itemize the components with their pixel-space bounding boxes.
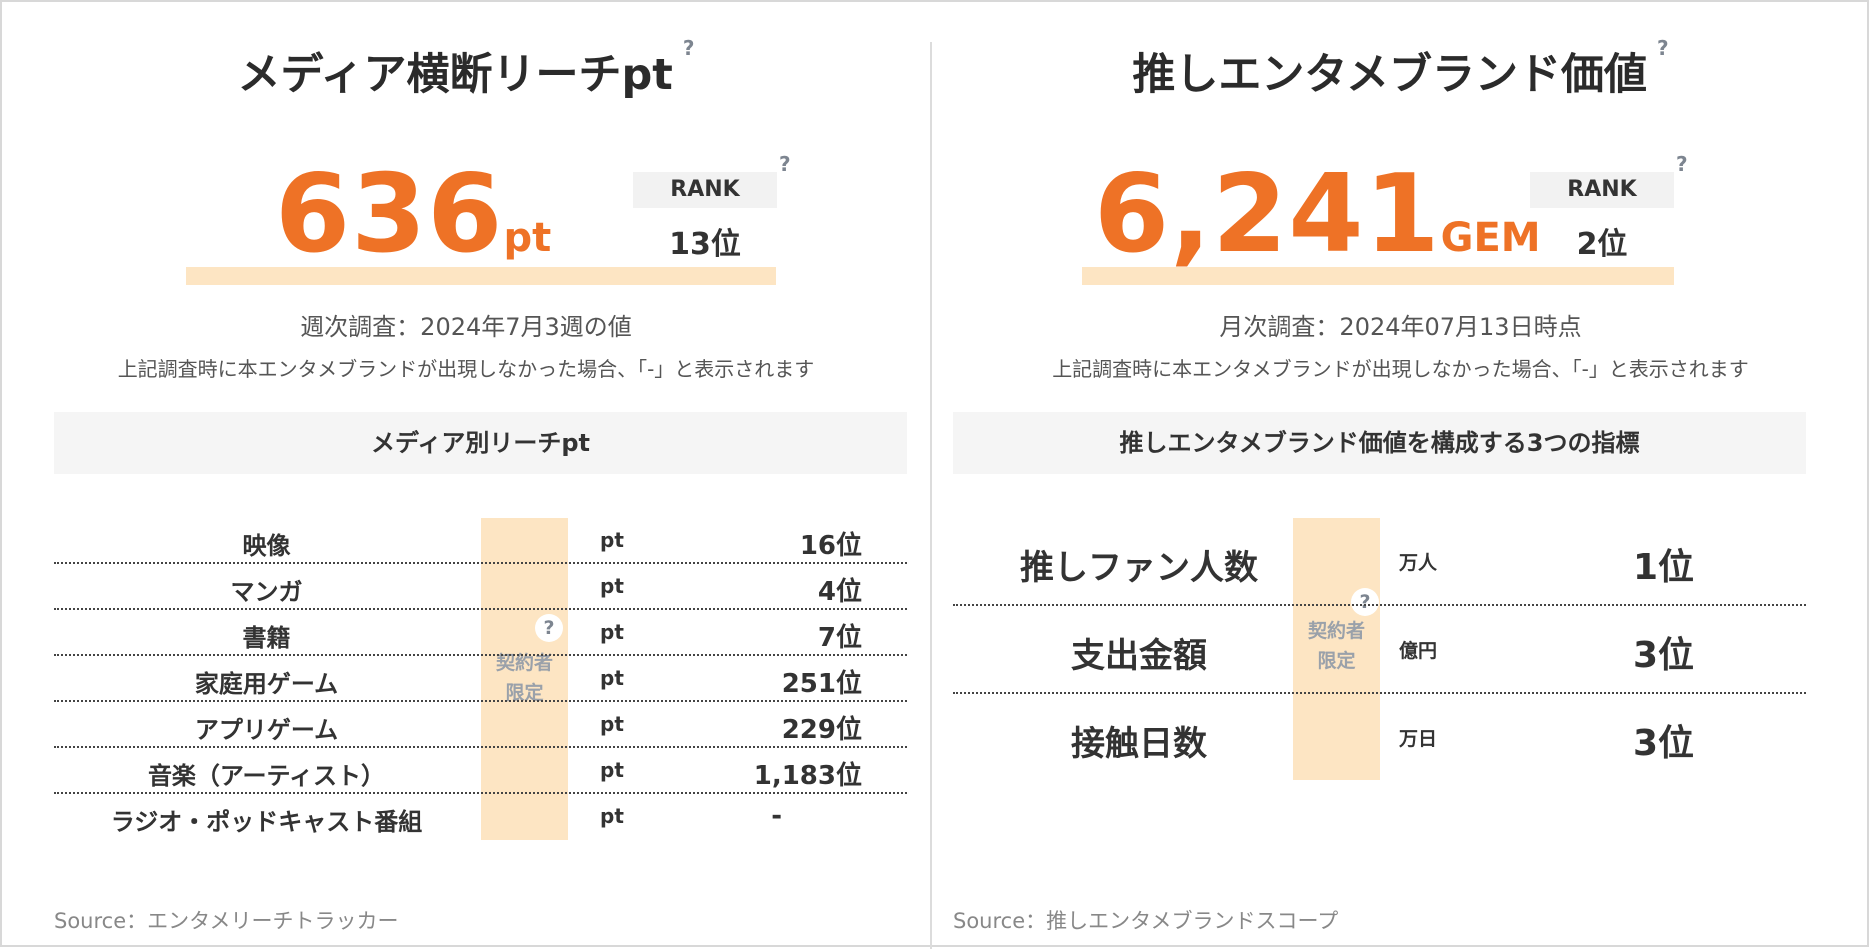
indicator-unit: 万日 xyxy=(1399,728,1438,750)
media-row: アプリゲーム pt 229位 xyxy=(54,702,907,748)
score-highlight-bar xyxy=(186,267,776,285)
indicator-label: 接触日数 xyxy=(1071,724,1207,764)
media-row: 音楽（アーティスト） pt 1,183位 xyxy=(54,748,907,794)
indicator-rank: 1位 xyxy=(1633,547,1695,588)
media-rank: 4位 xyxy=(817,577,862,607)
media-row: マンガ pt 4位 xyxy=(54,564,907,610)
rank-help-icon[interactable]: ? xyxy=(1676,152,1688,176)
indicator-row: 支出金額 億円 3位 xyxy=(953,606,1806,694)
locked-label-line2: 限定 xyxy=(505,682,544,704)
locked-label: 契約者 限定 xyxy=(1293,616,1380,676)
locked-column: ? 契約者 限定 xyxy=(1293,518,1380,780)
rank-help-icon[interactable]: ? xyxy=(779,152,791,176)
media-row: 書籍 pt 7位 xyxy=(54,610,907,656)
indicator-unit: 万人 xyxy=(1399,552,1438,574)
media-rank: 7位 xyxy=(817,623,862,653)
media-rank: 16位 xyxy=(799,531,862,561)
source-note: Source：エンタメリーチトラッカー xyxy=(54,909,399,933)
score-display: 6,241GEM xyxy=(1094,152,1541,277)
media-label: 映像 xyxy=(242,532,291,560)
section-header: 推しエンタメブランド価値を構成する3つの指標 xyxy=(953,412,1806,474)
rank-header: RANK xyxy=(1530,172,1674,208)
media-rank: 251位 xyxy=(781,669,862,699)
media-unit: pt xyxy=(600,758,624,782)
indicator-row: 接触日数 万日 3位 xyxy=(953,694,1806,782)
panel-title: メディア横断リーチpt? xyxy=(2,36,930,102)
indicator-label: 支出金額 xyxy=(1071,636,1207,676)
source-note: Source：推しエンタメブランドスコープ xyxy=(953,909,1339,933)
score-value: 636 xyxy=(275,152,504,277)
help-icon[interactable]: ? xyxy=(1657,36,1669,60)
media-label: ラジオ・ポッドキャスト番組 xyxy=(110,808,423,836)
section-header: メディア別リーチpt xyxy=(54,412,907,474)
panel-divider xyxy=(930,42,932,949)
score-value: 6,241 xyxy=(1094,152,1441,277)
locked-label-line2: 限定 xyxy=(1317,650,1356,672)
score-display: 636pt xyxy=(275,152,551,277)
panel-title-text: メディア横断リーチpt xyxy=(237,50,673,100)
locked-help-icon[interactable]: ? xyxy=(1351,588,1379,616)
indicator-row: 推しファン人数 万人 1位 xyxy=(953,518,1806,606)
indicator-unit: 億円 xyxy=(1399,640,1438,662)
survey-date: 週次調査：2024年7月3週の値 xyxy=(300,313,632,341)
locked-label: 契約者 限定 xyxy=(481,648,568,708)
rank-value: 2位 xyxy=(1576,227,1628,262)
brand-value-panel: 推しエンタメブランド価値? 6,241GEM RANK 2位 ? 月次調査：20… xyxy=(932,2,1869,949)
indicator-rank: 3位 xyxy=(1633,723,1695,764)
media-unit: pt xyxy=(600,528,624,552)
media-reach-panel: メディア横断リーチpt? 636pt RANK 13位 ? 週次調査：2024年… xyxy=(2,2,930,949)
media-label: 音楽（アーティスト） xyxy=(147,762,386,790)
media-row: ラジオ・ポッドキャスト番組 pt - xyxy=(54,794,907,840)
absence-note: 上記調査時に本エンタメブランドが出現しなかった場合、「-」と表示されます xyxy=(1052,357,1749,381)
score-unit: pt xyxy=(503,215,552,261)
media-unit: pt xyxy=(600,804,624,828)
locked-label-line1: 契約者 xyxy=(495,652,553,674)
panel-title-text: 推しエンタメブランド価値 xyxy=(1132,50,1648,100)
survey-date: 月次調査：2024年07月13日時点 xyxy=(1219,313,1582,341)
media-unit: pt xyxy=(600,620,624,644)
score-highlight-bar xyxy=(1082,267,1674,285)
media-label: 家庭用ゲーム xyxy=(194,670,339,698)
media-rank: - xyxy=(771,801,782,831)
locked-help-icon[interactable]: ? xyxy=(535,614,563,642)
rank-header: RANK xyxy=(633,172,777,208)
media-unit: pt xyxy=(600,574,624,598)
locked-column: ? 契約者 限定 xyxy=(481,518,568,840)
media-unit: pt xyxy=(600,666,624,690)
media-label: アプリゲーム xyxy=(194,716,339,744)
help-icon[interactable]: ? xyxy=(682,36,695,60)
media-label: マンガ xyxy=(230,578,303,606)
indicator-rank: 3位 xyxy=(1633,635,1695,676)
score-unit: GEM xyxy=(1440,215,1541,261)
media-rank: 1,183位 xyxy=(753,761,862,791)
absence-note: 上記調査時に本エンタメブランドが出現しなかった場合、「-」と表示されます xyxy=(117,357,815,381)
indicator-label: 推しファン人数 xyxy=(1020,548,1258,588)
media-label: 書籍 xyxy=(242,624,291,652)
media-unit: pt xyxy=(600,712,624,736)
panel-title: 推しエンタメブランド価値? xyxy=(932,36,1869,102)
rank-value: 13位 xyxy=(669,227,741,262)
media-row: 家庭用ゲーム pt 251位 xyxy=(54,656,907,702)
media-row: 映像 pt 16位 xyxy=(54,518,907,564)
locked-label-line1: 契約者 xyxy=(1307,620,1365,642)
media-rank: 229位 xyxy=(781,715,862,745)
